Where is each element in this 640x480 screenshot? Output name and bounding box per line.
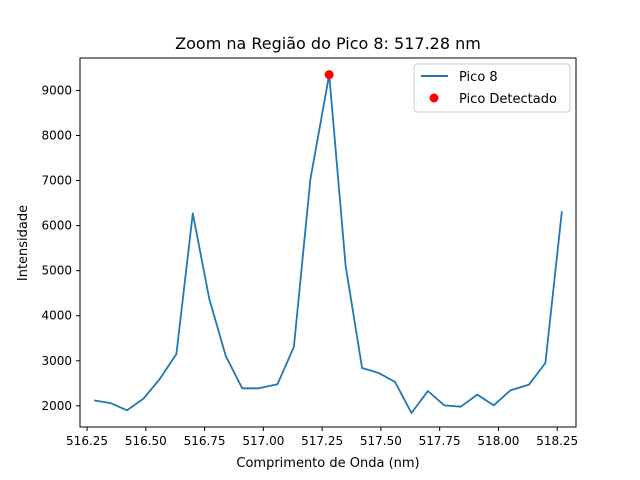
y-tick-label: 5000 <box>41 264 72 278</box>
x-tick-label: 517.75 <box>419 434 461 448</box>
legend-marker-swatch <box>429 93 439 103</box>
x-tick-label: 517.00 <box>242 434 284 448</box>
y-tick-label: 9000 <box>41 83 72 97</box>
y-axis-label: Intensidade <box>16 205 31 281</box>
x-tick-label: 518.25 <box>536 434 578 448</box>
y-tick-label: 4000 <box>41 309 72 323</box>
plot-area <box>93 70 563 414</box>
y-tick-label: 3000 <box>41 354 72 368</box>
x-tick-label: 516.25 <box>66 434 108 448</box>
peak-marker <box>324 70 334 80</box>
x-tick-label: 516.50 <box>125 434 167 448</box>
x-tick-label: 517.50 <box>360 434 402 448</box>
y-tick-label: 6000 <box>41 219 72 233</box>
legend: Pico 8 Pico Detectado <box>413 63 571 113</box>
y-tick-label: 2000 <box>41 399 72 413</box>
x-axis: 516.25 516.50 516.75 517.00 517.25 517.50 517.… <box>66 427 578 448</box>
legend-label-peak: Pico Detectado <box>459 92 557 107</box>
x-tick-label: 518.00 <box>477 434 519 448</box>
y-tick-label: 7000 <box>41 174 72 188</box>
chart-title: Zoom na Região do Pico 8: 517.28 nm <box>175 34 481 53</box>
x-axis-label: Comprimento de Onda (nm) <box>236 456 419 471</box>
legend-box <box>413 63 571 113</box>
x-tick-label: 516.75 <box>184 434 226 448</box>
legend-label-series: Pico 8 <box>459 70 498 85</box>
y-axis: 2000 3000 4000 5000 6000 7000 8000 9000 <box>41 83 80 413</box>
axes-frame <box>79 57 577 428</box>
y-tick-label: 8000 <box>41 128 72 142</box>
x-tick-label: 517.25 <box>301 434 343 448</box>
